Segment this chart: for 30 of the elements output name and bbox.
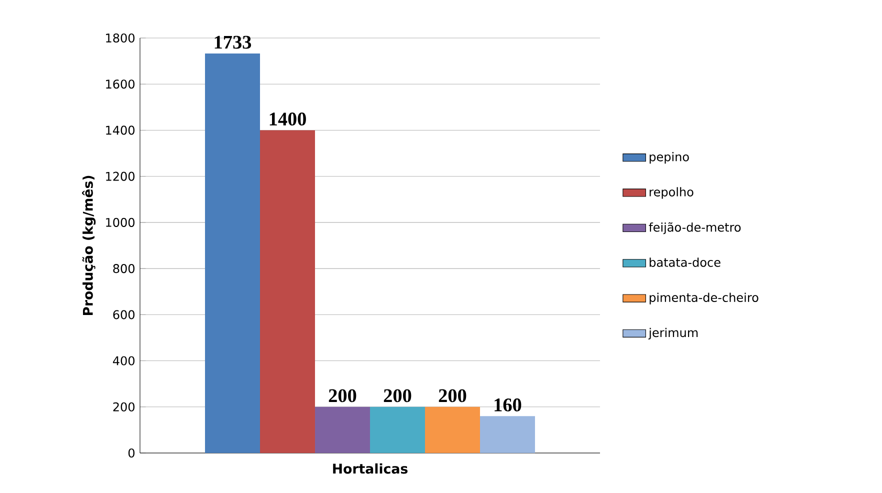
- data-label: 200: [438, 389, 466, 402]
- bar: [315, 406, 370, 453]
- y-tick-label: 200: [113, 402, 134, 412]
- y-axis-title: Produção (kg/mês): [82, 176, 96, 316]
- data-label: 200: [384, 389, 412, 402]
- y-tick-label: 0: [128, 448, 134, 458]
- y-tick-label: 1400: [106, 126, 134, 135]
- legend-label: batata-doce: [650, 258, 720, 267]
- y-tick-label: 1200: [106, 172, 134, 181]
- y-tick-label: 1000: [106, 218, 134, 227]
- y-tick-label: 1800: [106, 33, 134, 43]
- bar: [260, 130, 316, 453]
- bar: [480, 416, 536, 453]
- bar: [370, 406, 426, 453]
- legend-label: jerimum: [648, 328, 698, 340]
- y-tick-label: 400: [112, 356, 134, 366]
- data-label: 200: [328, 389, 356, 402]
- y-tick-label: 600: [113, 310, 134, 320]
- y-tick-label: 800: [113, 264, 134, 274]
- legend-label: pimenta-de-cheiro: [650, 292, 758, 304]
- legend-label: feijão-de-metro: [648, 222, 741, 234]
- legend-label: repolho: [650, 187, 694, 199]
- legend-label: pepino: [650, 152, 689, 164]
- data-label: 1733: [214, 36, 252, 49]
- data-label: 160: [494, 398, 522, 412]
- x-axis-title: Hortalicas: [333, 463, 408, 474]
- bar: [425, 406, 480, 453]
- data-label: 1400: [270, 112, 306, 126]
- bar: [205, 53, 260, 453]
- y-tick-label: 1600: [106, 80, 134, 89]
